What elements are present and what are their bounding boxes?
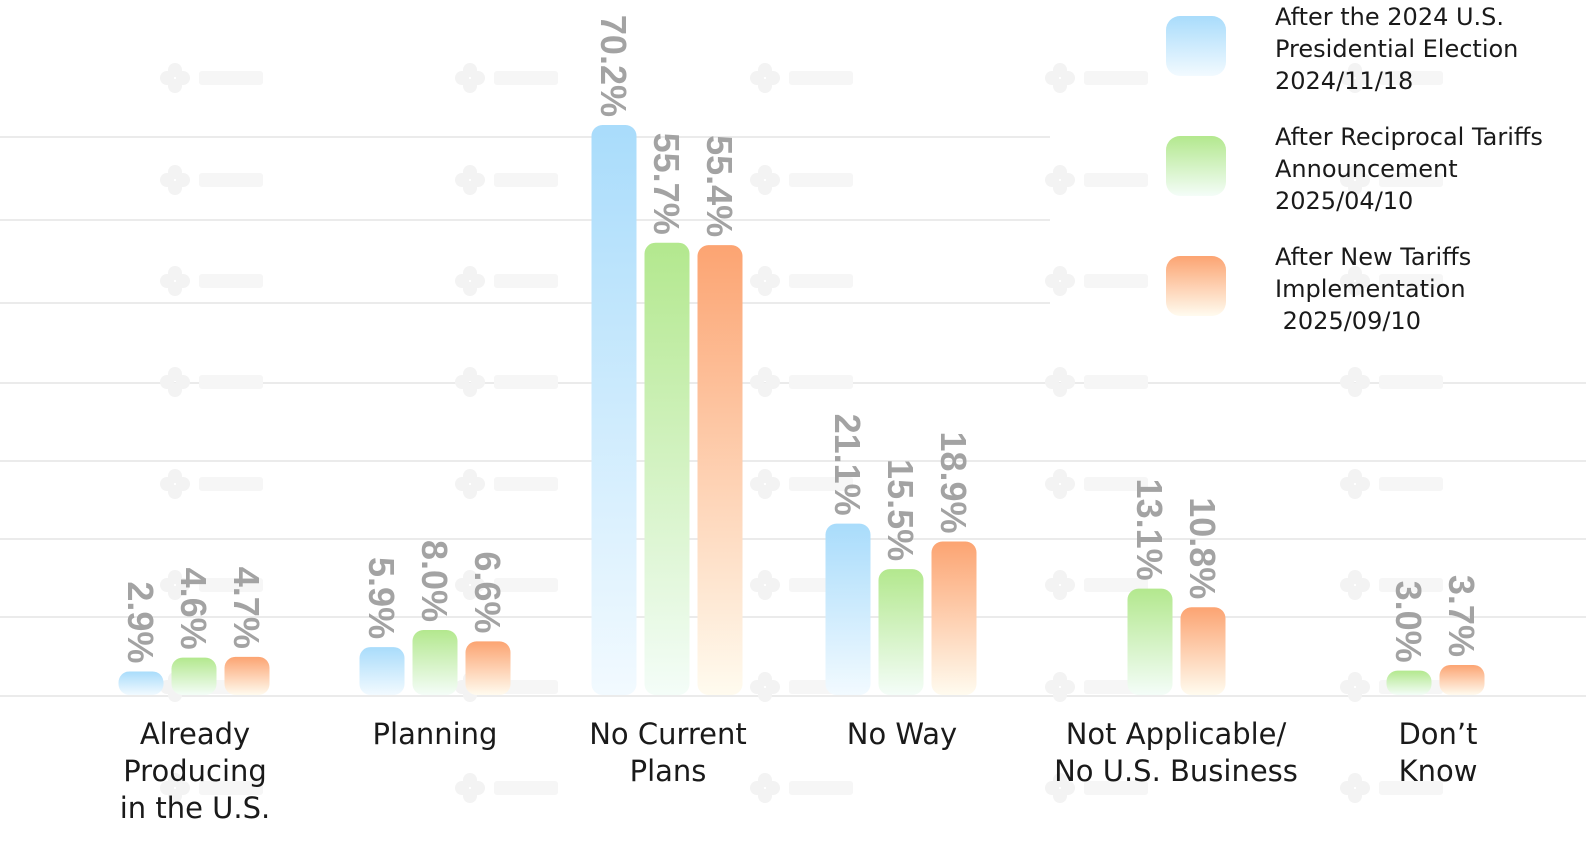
legend: After the 2024 U.S. Presidential Election… [1166, 3, 1543, 335]
legend-swatch [1166, 136, 1226, 196]
gridlines [0, 136, 1586, 697]
bar [224, 656, 270, 695]
watermark-logo [455, 570, 558, 600]
value-label: 3.7% [1441, 575, 1482, 657]
bar [825, 523, 871, 695]
watermark-logo [1340, 63, 1443, 93]
bar [644, 242, 690, 695]
value-label: 2.9% [120, 581, 161, 663]
watermark-logo [455, 367, 558, 397]
watermark-logo [160, 773, 263, 803]
watermark-logo [1045, 773, 1148, 803]
watermark-logo [455, 773, 558, 803]
category-label: Not Applicable/No U.S. Business [1054, 717, 1298, 788]
bar [171, 657, 217, 695]
watermark-logo [1340, 570, 1443, 600]
watermark-logo [1045, 63, 1148, 93]
value-label: 13.1% [1129, 479, 1170, 581]
value-label: 21.1% [827, 414, 868, 516]
bar [465, 641, 511, 695]
watermark-logo [750, 266, 853, 296]
legend-label: After Reciprocal Tariffs Announcement 2025… [1275, 123, 1543, 215]
value-label: 8.0% [414, 540, 455, 622]
watermark-logo [1045, 266, 1148, 296]
watermark-logo [1045, 165, 1148, 195]
watermark-logo [1340, 165, 1443, 195]
watermark-logo [1340, 266, 1443, 296]
bar [1439, 664, 1485, 695]
bar [931, 541, 977, 695]
bar [1180, 607, 1226, 695]
watermark-logo [750, 773, 853, 803]
watermark-logo [1045, 570, 1148, 600]
legend-label: After New Tariffs Implementation 2025/09/… [1275, 243, 1471, 335]
watermark-logo [1045, 469, 1148, 499]
value-label: 5.9% [361, 557, 402, 639]
watermark-logo [160, 165, 263, 195]
value-label: 4.7% [226, 567, 267, 649]
value-label: 55.4% [699, 135, 740, 237]
category-label: No Way [847, 717, 957, 751]
value-label: 4.6% [173, 568, 214, 650]
value-label: 15.5% [880, 459, 921, 561]
watermark-logo [455, 165, 558, 195]
value-label: 3.0% [1388, 581, 1429, 663]
value-label: 18.9% [933, 431, 974, 533]
bar [118, 671, 164, 695]
category-labels: Already Producing in the U.S. Planning No Cu… [120, 717, 1478, 825]
watermark-logo [1340, 773, 1443, 803]
watermark-logo [160, 63, 263, 93]
bar [878, 569, 924, 695]
watermarks [160, 63, 1443, 803]
legend-label: After the 2024 U.S. Presidential Election… [1275, 3, 1518, 95]
bar [1386, 670, 1432, 695]
watermark-logo [1340, 469, 1443, 499]
value-label: 10.8% [1182, 497, 1223, 599]
watermark-logo [750, 63, 853, 93]
watermark-logo [750, 469, 853, 499]
category-label: Don’t Know [1398, 717, 1477, 788]
watermark-logo [160, 367, 263, 397]
bar [591, 124, 637, 695]
watermark-logo [455, 63, 558, 93]
bars [118, 124, 1485, 696]
legend-swatch [1166, 16, 1226, 76]
watermark-logo [1340, 367, 1443, 397]
bar [697, 245, 743, 696]
watermark-logo [1045, 367, 1148, 397]
watermark-logo [160, 469, 263, 499]
watermark-logo [160, 570, 263, 600]
watermark-logo [750, 165, 853, 195]
bar [359, 647, 405, 695]
watermark-logo [455, 266, 558, 296]
category-label: Planning [373, 717, 498, 751]
bar [1127, 588, 1173, 695]
value-labels: 2.9% 5.9% 70.2% 21.1% 4.6% 8.0% 55.7% 15.5% 13.1… [120, 15, 1482, 664]
watermark-logo [455, 469, 558, 499]
category-label: No Current Plans [589, 717, 747, 788]
value-label: 6.6% [467, 551, 508, 633]
value-label: 70.2% [593, 15, 634, 117]
value-label: 55.7% [646, 133, 687, 235]
watermark-logo [160, 266, 263, 296]
watermark-logo [750, 367, 853, 397]
legend-swatch [1166, 256, 1226, 316]
category-label: Already Producing in the U.S. [120, 717, 271, 825]
bar [412, 630, 458, 695]
